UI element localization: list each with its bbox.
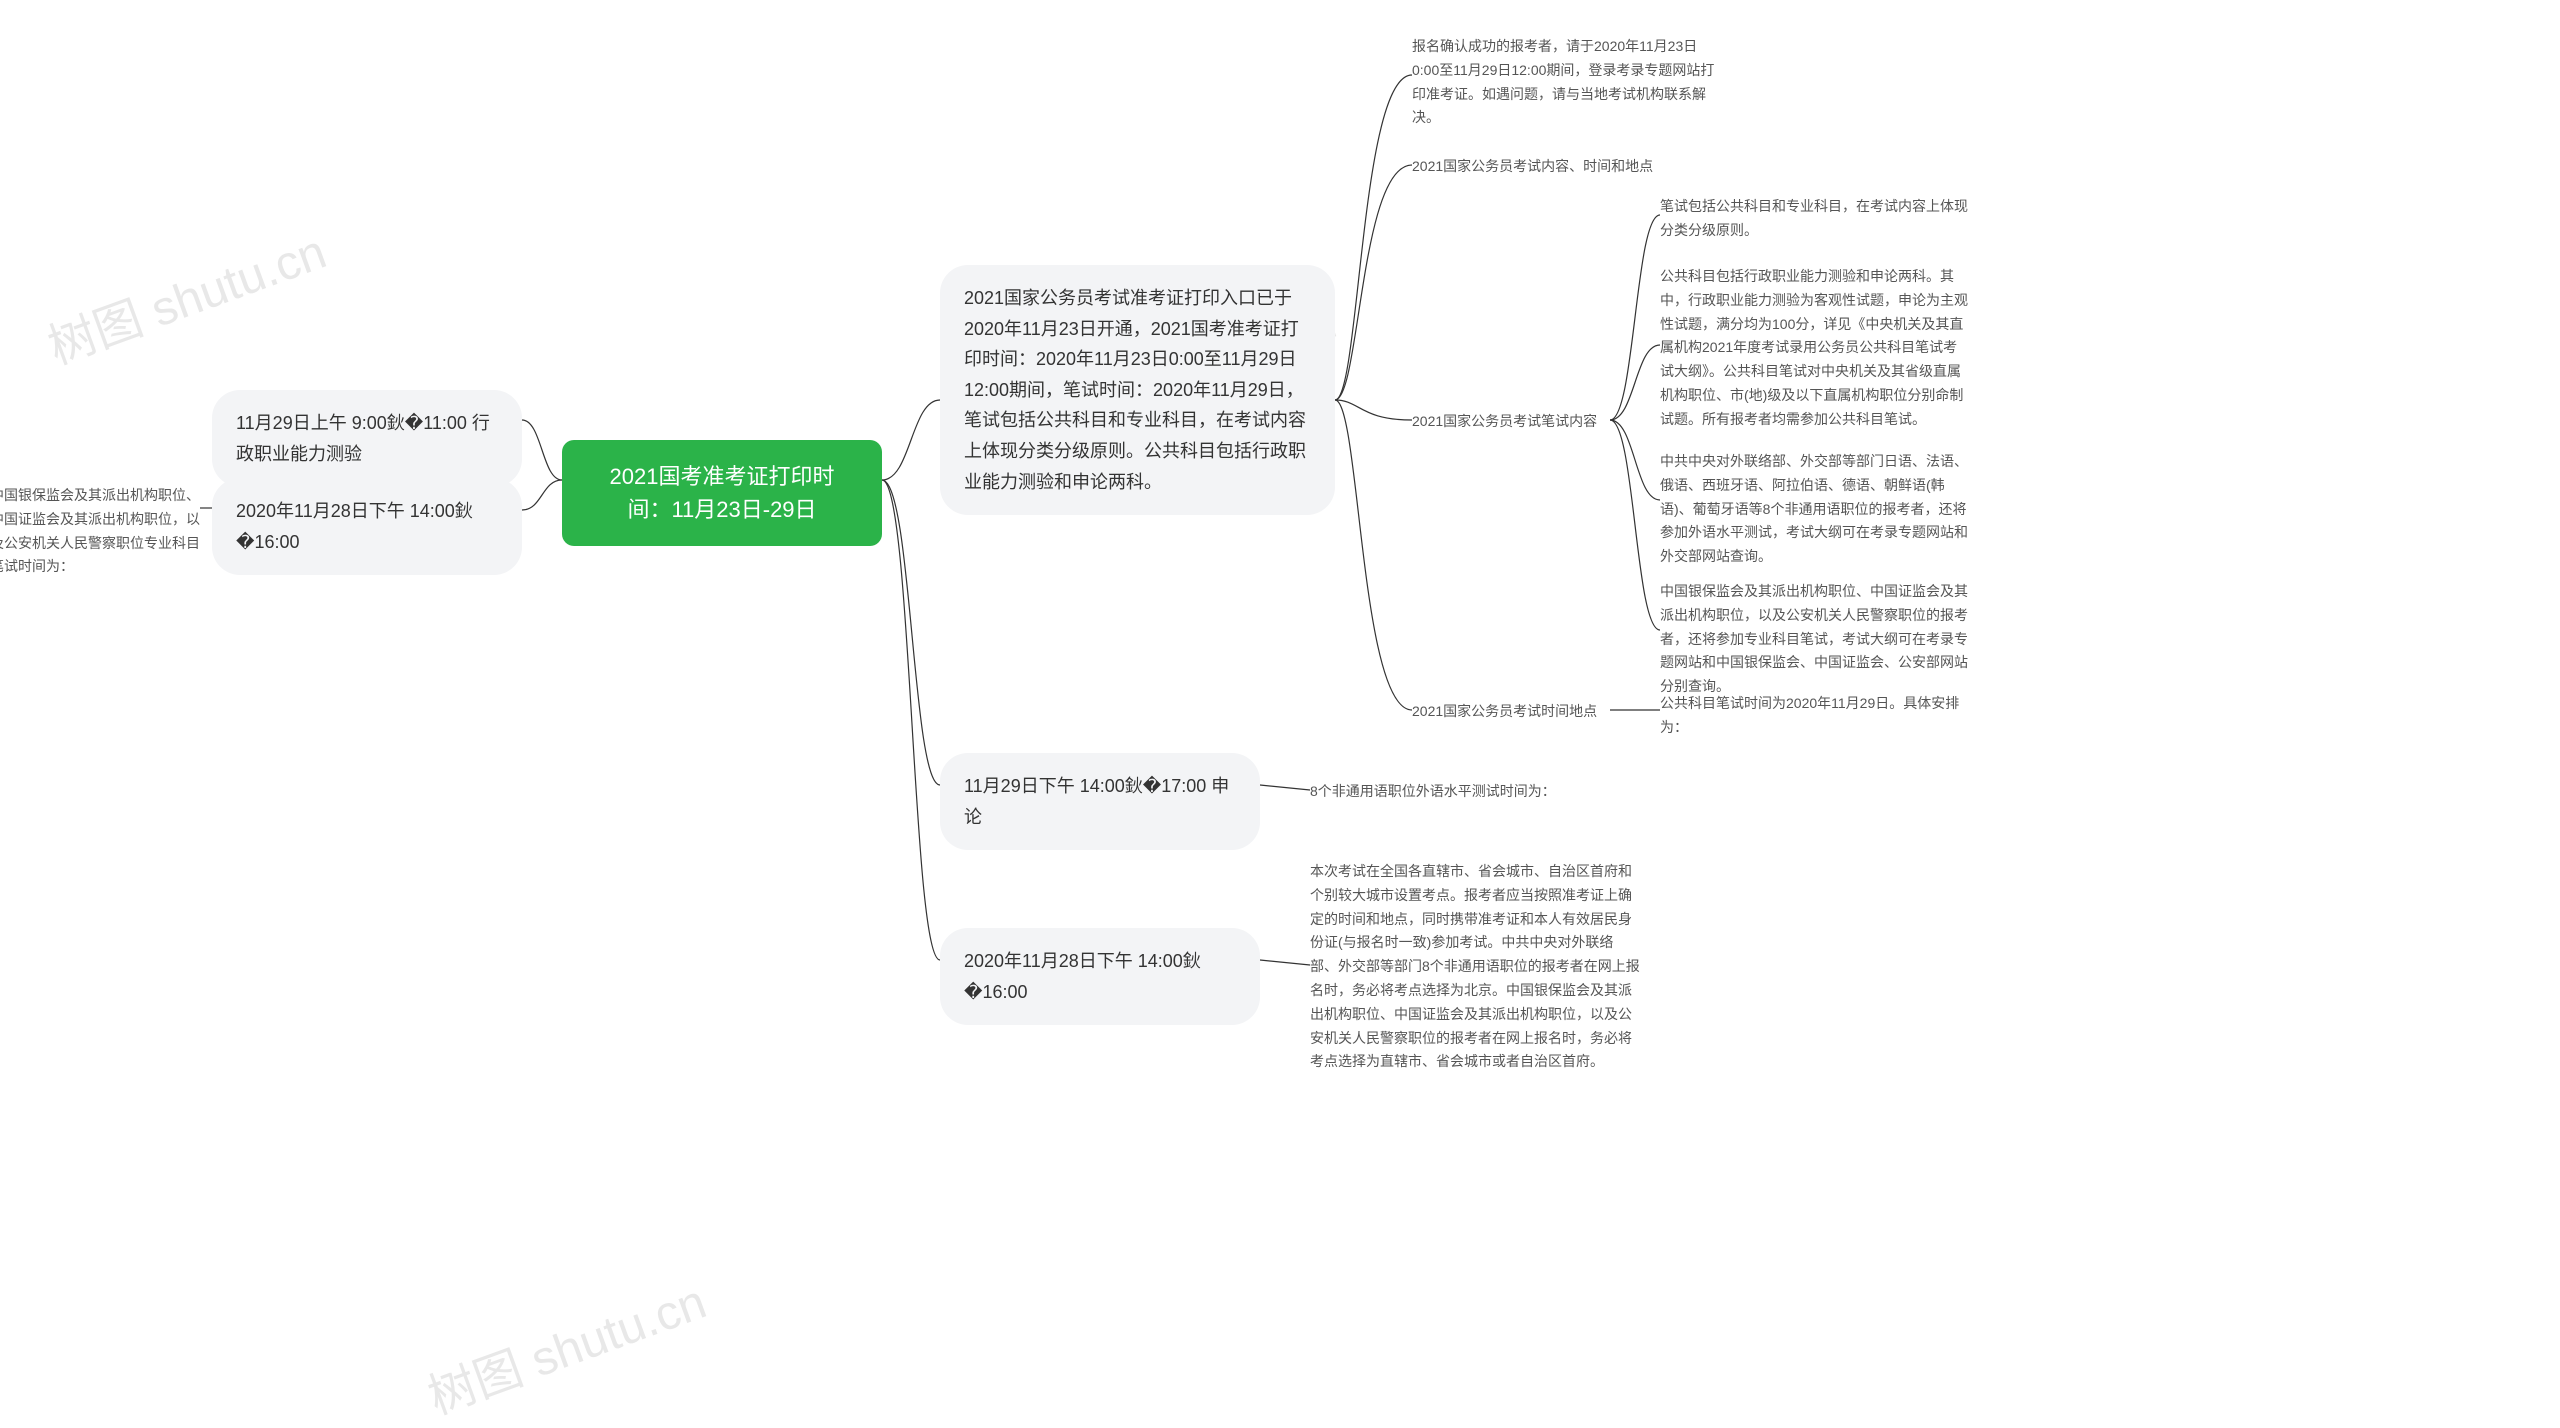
node-left1: 11月29日上午 9:00鈥�11:00 行政职业能力测验 (212, 390, 522, 487)
watermark: 树图 shutu.cn (417, 1262, 714, 1427)
edges-layer (0, 0, 2560, 1380)
watermark: 树图 shutu.cn (37, 212, 334, 377)
root-text: 2021国考准考证打印时间：11月23日-29日 (610, 464, 835, 522)
node-right1c2: 公共科目包括行政职业能力测验和申论两科。其中，行政职业能力测验为客观性试题，申论… (1660, 265, 1970, 432)
node-right2: 11月29日下午 14:00鈥�17:00 申论 (940, 753, 1260, 850)
node-right1c: 2021国家公务员考试笔试内容 (1412, 410, 1612, 434)
node-right1c1: 笔试包括公共科目和专业科目，在考试内容上体现分类分级原则。 (1660, 195, 1970, 243)
node-right1c4: 中国银保监会及其派出机构职位、中国证监会及其派出机构职位，以及公安机关人民警察职… (1660, 580, 1970, 699)
node-right1d1: 公共科目笔试时间为2020年11月29日。具体安排为： (1660, 692, 1970, 740)
node-right3a: 本次考试在全国各直辖市、省会城市、自治区首府和个别较大城市设置考点。报考者应当按… (1310, 860, 1640, 1074)
node-right3: 2020年11月28日下午 14:00鈥�16:00 (940, 928, 1260, 1025)
node-right1c3: 中共中央对外联络部、外交部等部门日语、法语、俄语、西班牙语、阿拉伯语、德语、朝鲜… (1660, 450, 1970, 569)
node-right1d: 2021国家公务员考试时间地点 (1412, 700, 1612, 724)
node-left2: 2020年11月28日下午 14:00鈥�16:00 (212, 478, 522, 575)
node-right1b: 2021国家公务员考试内容、时间和地点 (1412, 155, 1722, 179)
node-right2a: 8个非通用语职位外语水平测试时间为： (1310, 780, 1590, 804)
node-right1a: 报名确认成功的报考者，请于2020年11月23日0:00至11月29日12:00… (1412, 35, 1722, 130)
node-right1: 2021国家公务员考试准考证打印入口已于2020年11月23日开通，2021国考… (940, 265, 1335, 515)
root-node: 2021国考准考证打印时间：11月23日-29日 (562, 440, 882, 546)
node-left2a: 中国银保监会及其派出机构职位、中国证监会及其派出机构职位，以及公安机关人民警察职… (0, 484, 200, 579)
